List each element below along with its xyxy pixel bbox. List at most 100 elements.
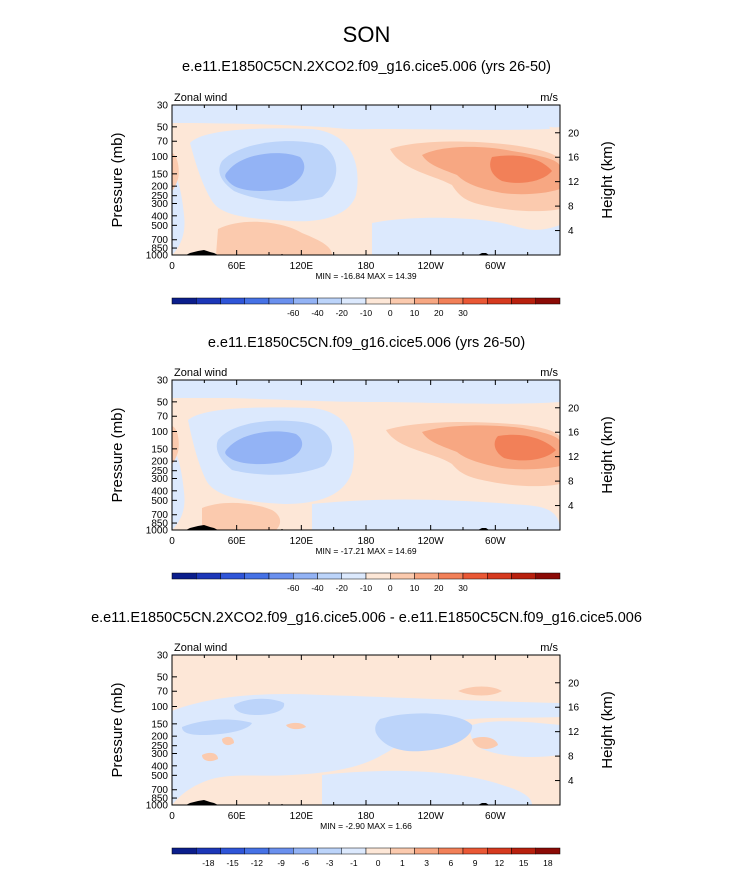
colorbar-label: 0: [376, 858, 381, 868]
y-tick-label: 100: [151, 427, 168, 438]
colorbar-label: 0: [388, 308, 393, 318]
colorbar-swatch: [220, 847, 245, 855]
heatmap-region: [172, 426, 179, 464]
y-tick-label: 400: [151, 211, 168, 222]
colorbar-swatch: [462, 297, 488, 305]
y-tick-label: 850: [151, 794, 168, 805]
y-tick-label: 500: [151, 221, 168, 232]
colorbar-swatch: [365, 297, 391, 305]
colorbar-swatch: [535, 297, 561, 305]
colorbar-swatch: [171, 297, 197, 305]
colorbar-label: 9: [473, 858, 478, 868]
y-tick-label: 30: [157, 101, 169, 112]
heatmap-region: [494, 434, 556, 461]
y2-tick-label: 8: [568, 752, 574, 763]
colorbar-swatch: [268, 847, 294, 855]
colorbar-swatch: [438, 297, 464, 305]
colorbar-swatch: [341, 297, 367, 305]
field-label: Zonal wind: [174, 642, 227, 654]
heatmap-region: [286, 722, 306, 730]
heatmap-region: [222, 736, 234, 746]
colorbar-label: 10: [410, 308, 420, 318]
colorbar-swatch: [390, 572, 415, 580]
panel-2: Zonal wind m/s0 60E 120E 180 120W 60W305070100…: [109, 367, 616, 593]
colorbar-swatch: [244, 572, 270, 580]
y-tick-label: 500: [151, 771, 168, 782]
y-tick-label: 300: [151, 199, 168, 210]
colorbar-label: -3: [326, 858, 334, 868]
x-tick-label: 60W: [485, 536, 506, 547]
y2-tick-label: 4: [568, 776, 574, 787]
heatmap-region: [172, 693, 560, 805]
y-tick-label: 30: [157, 651, 169, 662]
y2-tick-label: 12: [568, 177, 580, 188]
colorbar-label: -40: [311, 583, 324, 593]
colorbar-label: -12: [251, 858, 264, 868]
panel-1-title: e.e11.E1850C5CN.2XCO2.f09_g16.cice5.006 …: [182, 59, 551, 75]
heatmap-region: [472, 737, 498, 749]
colorbar-swatch: [414, 297, 439, 305]
colorbar-swatch: [414, 847, 439, 855]
x-tick-label: 180: [358, 261, 375, 272]
y-tick-label: 150: [151, 719, 168, 730]
y2-tick-label: 12: [568, 452, 580, 463]
y-tick-label: 70: [157, 137, 169, 148]
x-tick-label: 120W: [418, 811, 445, 822]
y-tick-label: 50: [157, 397, 169, 408]
colorbar-label: -20: [336, 583, 349, 593]
colorbar-label: -9: [277, 858, 285, 868]
y-tick-label: 250: [151, 191, 168, 202]
colorbar-swatch: [196, 572, 221, 580]
colorbar-swatch: [414, 572, 439, 580]
heatmap-region: [225, 153, 305, 191]
colorbar-label: -6: [302, 858, 310, 868]
y2-axis-title: Height (km): [599, 691, 616, 769]
y2-tick-label: 20: [568, 403, 580, 414]
colorbar-swatch: [268, 572, 294, 580]
colorbar-label: -20: [336, 308, 349, 318]
y-tick-label: 70: [157, 412, 169, 423]
colorbar-swatch: [365, 847, 391, 855]
y2-tick-label: 16: [568, 428, 580, 439]
colorbar-label: 20: [434, 583, 444, 593]
heatmap-field: [172, 655, 560, 805]
y-tick-label: 50: [157, 122, 169, 133]
y-axis-title: Pressure (mb): [109, 132, 126, 227]
colorbar-swatch: [220, 297, 245, 305]
y-tick-label: 30: [157, 376, 169, 387]
panel-1: Zonal wind m/s0 60E 120E 180 120W 60W305070100…: [109, 92, 616, 318]
colorbar-label: -60: [287, 583, 300, 593]
x-tick-label: 0: [169, 811, 175, 822]
x-tick-label: 120E: [290, 811, 314, 822]
x-tick-label: 0: [169, 536, 175, 547]
y-tick-label: 1000: [146, 526, 169, 537]
colorbar-swatch: [244, 297, 270, 305]
units-label: m/s: [540, 642, 558, 654]
terrain: [172, 525, 218, 530]
y-tick-label: 200: [151, 732, 168, 743]
y2-tick-label: 4: [568, 226, 574, 237]
y-tick-label: 70: [157, 687, 169, 698]
colorbar-label: -60: [287, 308, 300, 318]
field-label: Zonal wind: [174, 367, 227, 379]
heatmap-region: [322, 770, 532, 805]
colorbar-swatch: [317, 297, 342, 305]
heatmap-region: [202, 752, 218, 762]
y-tick-label: 400: [151, 761, 168, 772]
terrain: [172, 800, 218, 805]
y-axis-title: Pressure (mb): [109, 407, 126, 502]
y-tick-label: 1000: [146, 801, 169, 812]
heatmap-region: [172, 105, 560, 130]
y-tick-label: 300: [151, 474, 168, 485]
y2-axis-title: Height (km): [599, 141, 616, 219]
heatmap-region: [490, 155, 552, 183]
y2-tick-label: 16: [568, 153, 580, 164]
heatmap-region: [372, 217, 560, 255]
y-axis-title: Pressure (mb): [109, 682, 126, 777]
y2-axis-title: Height (km): [599, 416, 616, 494]
y2-tick-label: 20: [568, 128, 580, 139]
y2-tick-label: 8: [568, 477, 574, 488]
y2-tick-label: 16: [568, 703, 580, 714]
colorbar-label: -10: [360, 308, 373, 318]
colorbar-label: 6: [449, 858, 454, 868]
